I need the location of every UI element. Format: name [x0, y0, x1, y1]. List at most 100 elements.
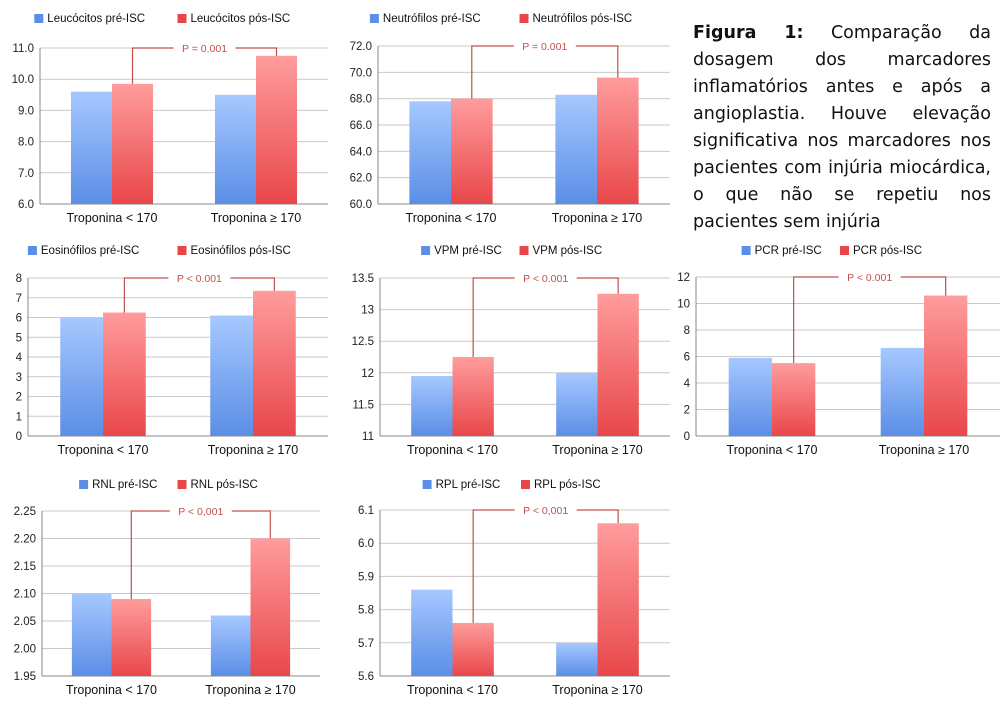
bar-pre	[210, 615, 251, 676]
x-category-label: Troponina < 170	[727, 443, 818, 457]
significance-label-bg	[514, 271, 577, 285]
y-tick-label: 2	[684, 405, 690, 417]
significance-label: P < 0.001	[523, 273, 568, 285]
bar-pre	[71, 593, 112, 676]
x-category-label: Troponina < 170	[406, 211, 497, 225]
x-category-label: Troponina < 170	[66, 683, 157, 697]
x-category-label: Troponina < 170	[67, 211, 158, 225]
y-tick-label: 5.6	[358, 671, 374, 683]
chart-svg: 0 2 4 6 8 10 12 Troponina < 170 Troponina ≥ 170 P…	[677, 245, 1000, 457]
y-tick-label: 2.20	[14, 534, 36, 546]
significance-label: P = 0.001	[182, 43, 227, 55]
bar-post	[924, 295, 968, 436]
bar-post	[451, 98, 493, 204]
bar-chart: 11 11.5 12 12.5 13 13.5 Troponina < 170 Troponi…	[342, 240, 677, 462]
bar-post	[597, 523, 639, 676]
y-tick-label: 64.0	[350, 146, 372, 158]
y-tick-label: 6.0	[358, 538, 374, 550]
caption-text: Comparação da dosagem dos marcadores inf…	[693, 23, 991, 232]
y-tick-label: 10.0	[12, 74, 34, 86]
y-tick-label: 6	[684, 352, 690, 364]
bar-post	[112, 83, 154, 204]
legend-swatch	[741, 246, 751, 255]
significance-label-bg	[514, 503, 577, 517]
y-tick-label: 6.1	[358, 505, 374, 517]
bar-pre	[880, 347, 924, 436]
legend-swatch	[177, 14, 187, 23]
y-tick-label: 12	[361, 368, 374, 380]
legend-swatch	[519, 14, 529, 23]
bar-chart: 5.6 5.7 5.8 5.9 6.0 6.1 Troponina < 170 Troponi…	[342, 474, 680, 714]
x-category-label: Troponina ≥ 170	[552, 683, 643, 697]
y-tick-label: 68.0	[350, 94, 372, 106]
bar-chart: 1.95 2.00 2.05 2.10 2.15 2.20 2.25 Troponina < …	[0, 474, 335, 714]
significance-label-bg	[173, 41, 236, 55]
legend-label: RNL pós-ISC	[191, 479, 258, 491]
x-category-label: Troponina ≥ 170	[208, 443, 299, 457]
y-tick-label: 13	[361, 305, 374, 317]
bar-pre	[409, 101, 451, 204]
y-tick-label: 8	[16, 273, 22, 285]
y-tick-label: 13.5	[352, 273, 374, 285]
y-tick-label: 7.0	[18, 168, 34, 180]
y-tick-label: 2	[16, 392, 22, 404]
legend-swatch	[177, 246, 187, 255]
y-tick-label: 1.95	[14, 671, 36, 683]
legend-label: Neutrófilos pós-ISC	[533, 13, 633, 25]
chart-svg: 60.0 62.0 64.0 66.0 68.0 70.0 72.0 Troponina < …	[350, 13, 670, 225]
y-tick-label: 12	[677, 272, 690, 284]
y-tick-label: 11.0	[12, 43, 34, 55]
legend-swatch	[840, 246, 849, 255]
y-tick-label: 60.0	[350, 199, 372, 211]
bar-post	[452, 622, 494, 676]
y-tick-label: 7	[16, 293, 22, 305]
y-tick-label: 70.0	[350, 67, 372, 79]
bar-chart: 0 1 2 3 4 5 6 7 8 Troponina < 170 Troponina ≥ 170 P…	[0, 240, 335, 462]
chart-svg: 5.6 5.7 5.8 5.9 6.0 6.1 Troponina < 170 Troponi…	[358, 479, 670, 697]
y-tick-label: 5.9	[358, 571, 374, 583]
bar-pre	[556, 642, 598, 676]
bar-post	[256, 55, 298, 204]
bar-post	[103, 312, 146, 436]
chart-svg: 11 11.5 12 12.5 13 13.5 Troponina < 170 Troponi…	[352, 245, 670, 457]
significance-label: P < 0.001	[177, 273, 222, 285]
legend-swatch	[421, 246, 431, 255]
y-tick-label: 11	[362, 431, 374, 443]
legend-swatch	[519, 246, 529, 255]
x-category-label: Troponina ≥ 170	[552, 211, 643, 225]
y-tick-label: 4	[16, 352, 23, 364]
bar-pre	[411, 375, 453, 436]
legend-label: PCR pré-ISC	[755, 245, 822, 257]
legend-label: RNL pré-ISC	[92, 479, 157, 491]
legend-label: Leucócitos pré-ISC	[47, 13, 145, 25]
y-tick-label: 0	[16, 431, 22, 443]
significance-label-bg	[838, 270, 901, 284]
y-tick-label: 2.25	[14, 506, 36, 518]
y-tick-label: 8.0	[18, 137, 34, 149]
y-tick-label: 2.00	[14, 644, 36, 656]
x-category-label: Troponina ≥ 170	[552, 443, 643, 457]
figure-caption: Figura 1: Comparação da dosagem dos marc…	[693, 20, 991, 236]
y-tick-label: 3	[16, 372, 22, 384]
significance-bracket	[472, 277, 619, 357]
y-tick-label: 6	[16, 313, 22, 325]
bar-pre	[728, 357, 772, 436]
y-tick-label: 2.10	[14, 589, 36, 601]
y-tick-label: 9.0	[18, 105, 34, 117]
bar-post	[597, 77, 639, 204]
y-tick-label: 66.0	[350, 120, 372, 132]
bar-pre	[214, 94, 256, 204]
y-tick-label: 62.0	[350, 173, 372, 185]
bar-post	[772, 363, 816, 436]
y-tick-label: 5	[16, 332, 22, 344]
significance-label: P < 0.001	[847, 272, 892, 284]
x-category-label: Troponina ≥ 170	[205, 683, 296, 697]
significance-label: P < 0,001	[523, 505, 568, 517]
bar-post	[452, 357, 494, 436]
bar-pre	[70, 91, 112, 204]
y-tick-label: 1	[16, 411, 22, 423]
y-tick-label: 5.8	[358, 605, 374, 617]
bar-post	[253, 290, 296, 436]
significance-label-bg	[169, 504, 232, 518]
legend-label: Neutrófilos pré-ISC	[383, 13, 481, 25]
